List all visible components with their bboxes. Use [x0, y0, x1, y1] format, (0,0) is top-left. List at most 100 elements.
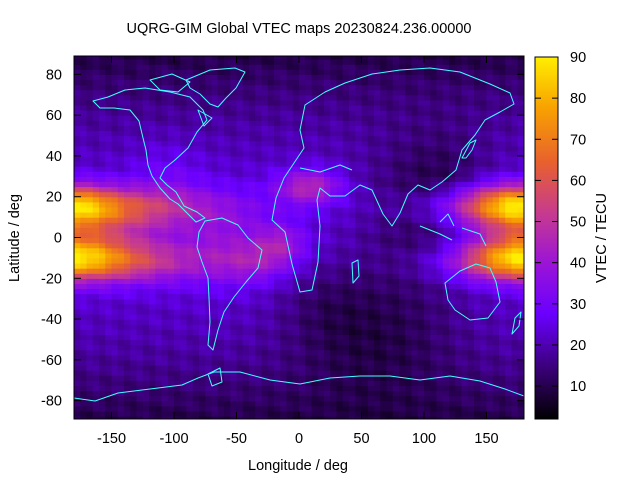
heatmap-cell: [224, 94, 231, 101]
heatmap-cell: [374, 110, 381, 116]
heatmap-cell: [155, 354, 163, 361]
heatmap-cell: [149, 217, 156, 223]
heatmap-cell: [211, 69, 219, 75]
heatmap-cell: [261, 257, 269, 264]
heatmap-cell: [292, 354, 300, 361]
heatmap-cell: [236, 400, 244, 407]
heatmap-cell: [249, 405, 256, 412]
heatmap-cell: [317, 206, 325, 213]
heatmap-cell: [336, 59, 344, 65]
heatmap-cell: [311, 364, 319, 371]
heatmap-cell: [280, 380, 288, 386]
heatmap-cell: [92, 145, 100, 152]
heatmap-cell: [180, 191, 188, 198]
heatmap-cell: [380, 380, 388, 386]
heatmap-cell: [199, 232, 206, 239]
heatmap-cell: [230, 324, 238, 330]
heatmap-cell: [361, 217, 369, 223]
heatmap-cell: [480, 334, 488, 341]
heatmap-cell: [480, 94, 488, 101]
heatmap-cell: [142, 79, 150, 86]
heatmap-cell: [474, 334, 481, 341]
heatmap-cell: [236, 349, 244, 356]
heatmap-cell: [217, 354, 225, 361]
heatmap-cell: [292, 115, 300, 121]
heatmap-cell: [211, 79, 219, 86]
heatmap-cell: [386, 405, 394, 412]
heatmap-cell: [467, 56, 475, 60]
heatmap-cell: [236, 242, 244, 249]
heatmap-cell: [417, 380, 425, 386]
heatmap-cell: [99, 390, 106, 397]
heatmap-cell: [274, 186, 281, 193]
heatmap-cell: [130, 94, 138, 101]
heatmap-cell: [505, 319, 513, 325]
heatmap-cell: [86, 140, 94, 147]
heatmap-cell: [324, 94, 331, 101]
heatmap-cell: [86, 334, 94, 341]
heatmap-cell: [455, 222, 463, 228]
heatmap-cell: [367, 273, 375, 279]
heatmap-cell: [130, 206, 138, 213]
heatmap-cell: [261, 334, 269, 341]
heatmap-cell: [167, 212, 175, 218]
heatmap-cell: [380, 298, 388, 305]
heatmap-cell: [149, 319, 156, 325]
heatmap-cell: [117, 84, 125, 91]
heatmap-cell: [99, 155, 106, 162]
heatmap-cell: [180, 145, 188, 152]
heatmap-cell: [274, 171, 281, 177]
heatmap-cell: [180, 283, 188, 290]
heatmap-cell: [380, 227, 388, 233]
heatmap-cell: [436, 125, 444, 132]
heatmap-cell: [480, 324, 488, 330]
heatmap-cell: [336, 56, 344, 60]
heatmap-cell: [405, 89, 413, 96]
heatmap-cell: [392, 283, 400, 290]
heatmap-cell: [436, 99, 444, 106]
heatmap-cell: [317, 191, 325, 198]
heatmap-cell: [142, 344, 150, 351]
heatmap-cell: [486, 161, 494, 167]
heatmap-cell: [86, 74, 94, 81]
heatmap-cell: [492, 262, 500, 269]
heatmap-cell: [461, 308, 469, 315]
heatmap-cell: [336, 64, 344, 70]
heatmap-cell: [374, 375, 381, 381]
heatmap-cell: [417, 390, 425, 397]
heatmap-cell: [186, 283, 194, 290]
heatmap-cell: [105, 354, 113, 361]
heatmap-cell: [80, 181, 88, 188]
heatmap-cell: [92, 120, 100, 126]
heatmap-cell: [274, 273, 281, 279]
heatmap-cell: [136, 390, 144, 397]
heatmap-cell: [311, 94, 319, 101]
heatmap-cell: [392, 262, 400, 269]
heatmap-cell: [449, 217, 456, 223]
heatmap-cell: [299, 364, 306, 371]
heatmap-cell: [117, 181, 125, 188]
heatmap-cell: [174, 405, 181, 412]
heatmap-cell: [205, 115, 213, 121]
heatmap-cell: [92, 140, 100, 147]
heatmap-cell: [336, 176, 344, 183]
heatmap-cell: [486, 59, 494, 65]
heatmap-cell: [149, 145, 156, 152]
heatmap-cell: [161, 390, 169, 397]
heatmap-cell: [317, 181, 325, 188]
heatmap-cell: [374, 222, 381, 228]
heatmap-cell: [217, 150, 225, 157]
heatmap-cell: [461, 222, 469, 228]
heatmap-cell: [236, 324, 244, 330]
heatmap-cell: [417, 247, 425, 254]
heatmap-cell: [124, 161, 131, 167]
heatmap-cell: [449, 268, 456, 274]
heatmap-cell: [217, 59, 225, 65]
heatmap-cell: [417, 303, 425, 310]
heatmap-cell: [211, 268, 219, 274]
heatmap-cell: [436, 104, 444, 111]
heatmap-cell: [155, 364, 163, 371]
heatmap-cell: [180, 56, 188, 60]
heatmap-cell: [330, 288, 338, 295]
heatmap-cell: [292, 415, 300, 419]
